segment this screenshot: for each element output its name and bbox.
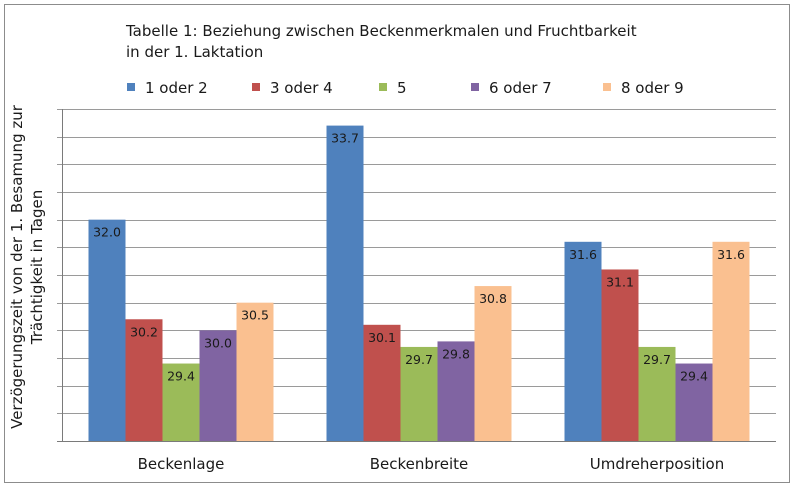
bar: [437, 341, 475, 441]
legend-swatch: [127, 83, 135, 91]
data-label: 29.4: [680, 369, 708, 384]
y-axis-label-line2: Trächtigkeit in Tagen: [28, 190, 46, 345]
chart-title-line1: Tabelle 1: Beziehung zwischen Beckenmerk…: [125, 22, 637, 40]
category-label: Umdreherposition: [590, 455, 725, 473]
data-label: 29.4: [167, 369, 195, 384]
bar: [712, 241, 750, 441]
legend-label: 8 oder 9: [621, 79, 684, 97]
legend-label: 5: [397, 79, 407, 97]
chart-title-line2: in der 1. Laktation: [126, 43, 263, 61]
category-label: Beckenlage: [138, 455, 225, 473]
data-label: 30.1: [368, 330, 396, 345]
bar: [326, 125, 364, 441]
data-label: 30.5: [241, 308, 269, 323]
bar: [601, 269, 639, 441]
bar: [236, 302, 274, 441]
legend-label: 1 oder 2: [145, 79, 208, 97]
category-label: Beckenbreite: [370, 455, 469, 473]
bar: [162, 363, 200, 441]
bar: [88, 219, 126, 441]
chart: Tabelle 1: Beziehung zwischen Beckenmerk…: [8, 22, 776, 473]
data-label: 29.7: [405, 352, 433, 367]
legend-swatch: [603, 83, 611, 91]
data-label: 31.6: [569, 247, 597, 262]
bar: [363, 324, 401, 441]
data-label: 29.8: [442, 346, 470, 361]
legend: 1 oder 2 3 oder 4 5 6 oder 7 8 oder 9: [127, 79, 684, 97]
legend-swatch: [252, 83, 260, 91]
chart-frame: Tabelle 1: Beziehung zwischen Beckenmerk…: [4, 4, 790, 483]
data-label: 31.1: [606, 274, 634, 289]
data-label: 29.7: [643, 352, 671, 367]
bar: [400, 346, 438, 441]
data-label: 33.7: [331, 131, 359, 146]
legend-swatch: [379, 83, 387, 91]
data-label: 30.2: [130, 324, 158, 339]
legend-label: 3 oder 4: [270, 79, 333, 97]
bars: [88, 125, 750, 441]
bar: [638, 346, 676, 441]
data-label: 30.0: [204, 335, 232, 350]
legend-label: 6 oder 7: [489, 79, 552, 97]
bar: [199, 330, 237, 441]
legend-swatch: [471, 83, 479, 91]
bar: [474, 286, 512, 441]
bar: [564, 241, 602, 441]
y-axis-label-line1: Verzögerungszeit von der 1. Besamung zur: [8, 104, 26, 429]
data-label: 30.8: [479, 291, 507, 306]
data-label: 31.6: [717, 247, 745, 262]
category-labels: Beckenlage Beckenbreite Umdreherposition: [138, 455, 725, 473]
bar: [125, 319, 163, 441]
gridlines: [57, 109, 776, 442]
value-labels: 32.0 30.2 29.4 30.0 30.5 33.7 30.1 29.7 29.8 30.8…: [93, 131, 745, 384]
data-label: 32.0: [93, 225, 121, 240]
bar: [675, 363, 713, 441]
